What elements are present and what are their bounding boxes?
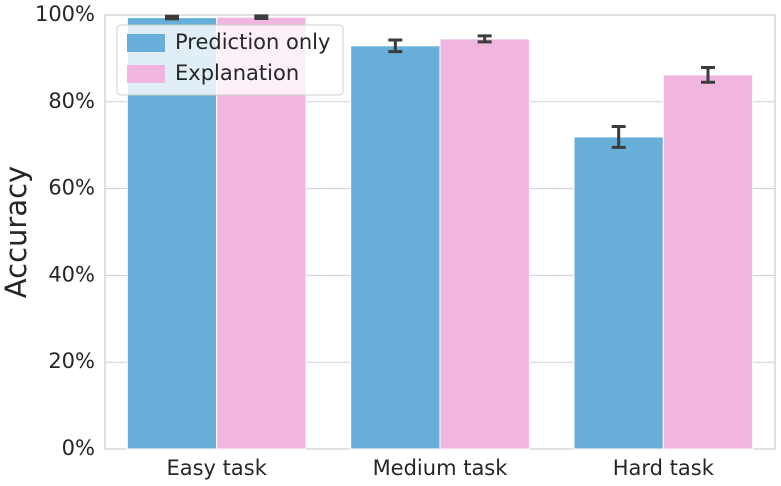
y-tick-label: 80% [48,89,95,113]
y-tick-label: 60% [48,176,95,200]
y-tick-label: 100% [35,2,95,26]
x-tick-label: Hard task [613,456,715,480]
bar [573,136,664,450]
legend-swatch [127,65,165,83]
x-tick-label: Easy task [166,456,267,480]
y-axis-label: Accuracy [0,166,33,298]
legend-label: Explanation [175,61,299,85]
legend-swatch [127,34,165,52]
y-tick-label: 20% [48,349,95,373]
y-tick-label: 0% [62,436,95,460]
error-bar [477,34,492,44]
legend-label: Prediction only [175,30,330,54]
x-tick-label: Medium task [373,456,509,480]
legend-box [116,24,344,96]
bar [439,38,530,450]
error-bar [611,125,626,149]
error-bar [388,38,403,54]
error-bar [254,14,269,20]
bar [350,45,441,450]
error-bar [701,66,715,84]
error-bar [165,14,179,21]
bar [662,74,754,450]
y-tick-label: 40% [48,262,95,286]
